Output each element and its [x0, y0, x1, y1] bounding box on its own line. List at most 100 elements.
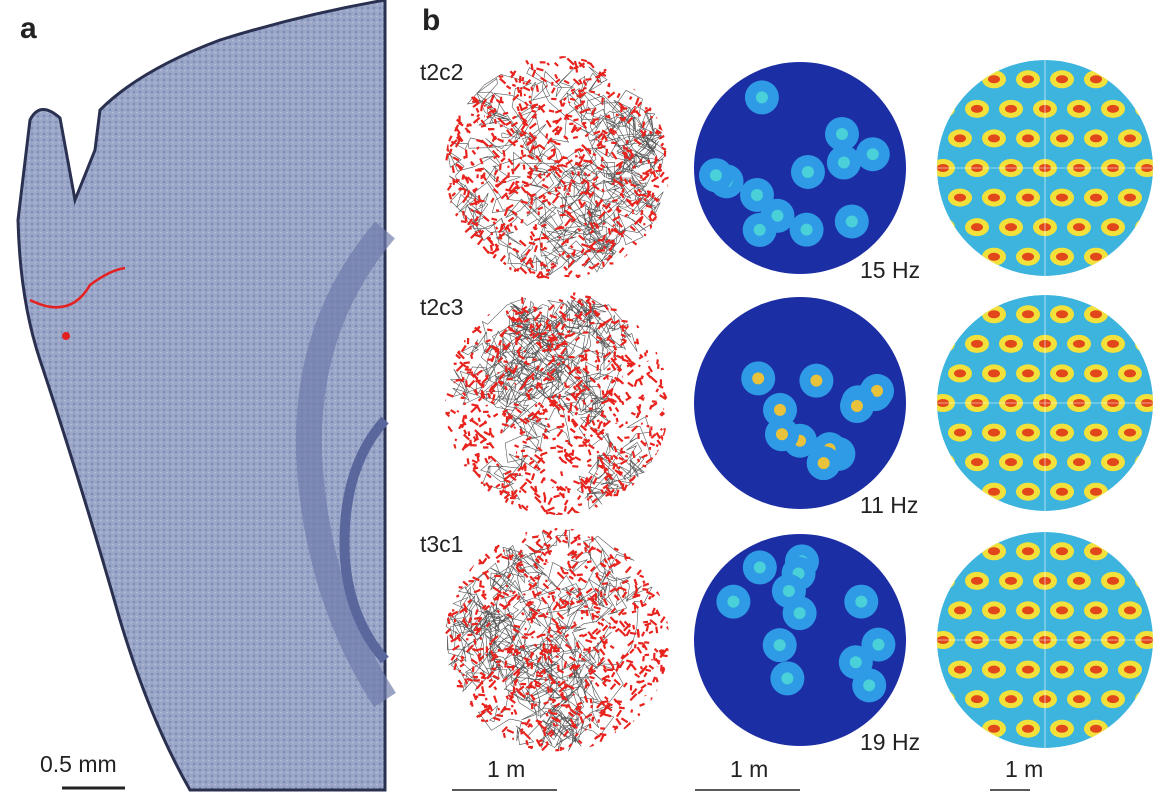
autocorr-peak [999, 41, 1023, 59]
autocorr-peak [1118, 305, 1142, 324]
autocorr-core [1158, 606, 1162, 614]
autocorr-core [971, 517, 983, 525]
autocorr-core [1107, 282, 1119, 290]
autocorr-core [1056, 724, 1068, 733]
autocorr-core [1022, 547, 1034, 556]
autocorr-core [954, 724, 966, 733]
autocorr-core [1005, 518, 1017, 526]
autocorr-core [1056, 606, 1068, 615]
autocorr-core [1158, 253, 1162, 261]
autocorr-peak [999, 277, 1023, 295]
autocorr-core [937, 223, 949, 232]
autocorr-core [1124, 310, 1136, 319]
autocorr-peak [1135, 690, 1153, 709]
autocorr-core [903, 46, 915, 54]
autocorr-core [1107, 518, 1119, 526]
autocorr-peak [1135, 218, 1153, 237]
autocorr-core [1141, 223, 1153, 232]
autocorr-core [971, 458, 983, 467]
autocorr-core [1022, 75, 1034, 84]
autocorr-peak [1152, 423, 1153, 442]
autocorr-peak [965, 513, 989, 531]
autocorr-peak [999, 512, 1023, 530]
autocorr-core [903, 282, 915, 290]
autocorr-core [1090, 252, 1102, 261]
autocorr-core [1022, 665, 1034, 674]
autocorr-core [1039, 281, 1051, 289]
autocorr-peak [937, 542, 938, 561]
autocorr-peak [937, 601, 938, 620]
scale-bar-label: 1 m [487, 756, 525, 782]
autocorr-core [1141, 282, 1153, 290]
autocorr-core [1022, 252, 1034, 261]
autocorr-core [1141, 754, 1153, 762]
peak-rate: 15 Hz [860, 257, 920, 283]
field-peak [855, 595, 868, 608]
autocorr-peak [1135, 99, 1153, 118]
autocorr-peak [948, 719, 972, 738]
autocorr-core [971, 104, 983, 113]
cell-name: t3c1 [420, 531, 463, 557]
autocorr-peak [1033, 512, 1057, 530]
autocorr-core [937, 754, 949, 762]
autocorr-peak [931, 277, 955, 295]
autocorr-core [937, 517, 949, 525]
autocorr-core [988, 428, 1000, 437]
field-peak [817, 457, 830, 470]
autocorr-peak [1118, 482, 1142, 501]
field-peak [771, 209, 784, 222]
field-peak [753, 223, 766, 236]
autocorr-core [971, 754, 983, 762]
autocorr-core [954, 369, 966, 378]
autocorr-peak [931, 749, 955, 767]
autocorr-core [1073, 339, 1085, 348]
field-peak [755, 91, 768, 104]
field-peak [866, 148, 879, 161]
autocorr-core [1005, 517, 1017, 525]
autocorr-peak [1067, 276, 1091, 294]
spikes [445, 56, 669, 280]
autocorr-peak [1101, 277, 1125, 295]
field-peak [872, 638, 885, 651]
autocorr-core [1039, 282, 1051, 290]
autocorr-core [1124, 665, 1136, 674]
autocorr-core [1124, 487, 1136, 496]
autocorr-core [1073, 576, 1085, 585]
autocorr-core [988, 134, 1000, 143]
autocorr-core [1073, 458, 1085, 467]
peak-rate: 11 Hz [860, 492, 918, 518]
autocorr-core [937, 339, 949, 348]
autocorr-peak [1067, 749, 1091, 767]
autocorr-core [954, 547, 966, 556]
panel-label: a [20, 12, 37, 45]
autocorr-core [1056, 252, 1068, 261]
autocorr-core [1090, 75, 1102, 84]
autocorr-core [937, 282, 949, 290]
autocorr-peak [937, 571, 955, 590]
peak-rate: 19 Hz [860, 729, 920, 755]
autocorr-core [1107, 458, 1119, 467]
autocorr-peak [1067, 513, 1091, 531]
autocorr-core [1090, 193, 1102, 202]
autocorr-peak [965, 276, 989, 294]
autocorr-core [988, 369, 1000, 378]
autocorr-peak [1033, 41, 1057, 59]
autocorr-core [1056, 369, 1068, 378]
trajectory-plot [445, 528, 669, 752]
autocorr-peak [897, 100, 921, 118]
field-peak [801, 165, 814, 178]
autocorr-core [1090, 428, 1102, 437]
autocorr-core [1073, 223, 1085, 232]
autocorr-peak [1118, 70, 1142, 89]
autocorr-peak [1152, 188, 1153, 207]
field-peak [793, 607, 806, 620]
autocorr-core [1158, 134, 1162, 142]
autocorr-peak [948, 70, 972, 89]
autocorr-core [920, 134, 932, 142]
autocorr-core [1158, 369, 1162, 377]
spikes [445, 528, 669, 752]
autocorr-peak [999, 276, 1023, 294]
autocorr-core [903, 577, 915, 585]
autocorr-core [1158, 75, 1162, 83]
field-peak [709, 169, 722, 182]
